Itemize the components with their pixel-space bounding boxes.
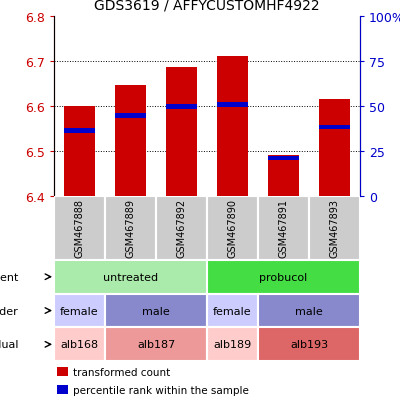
Text: GSM467892: GSM467892: [176, 199, 186, 258]
Bar: [268, 156, 299, 161]
Bar: [319, 100, 350, 196]
Bar: [105, 328, 207, 361]
Bar: [319, 126, 350, 130]
Bar: [166, 68, 197, 196]
Bar: [217, 57, 248, 196]
Bar: [54, 196, 105, 260]
Text: percentile rank within the sample: percentile rank within the sample: [73, 385, 249, 395]
Bar: [207, 196, 258, 260]
Bar: [258, 328, 360, 361]
Text: untreated: untreated: [103, 272, 158, 282]
Text: agent: agent: [0, 272, 18, 282]
Bar: [64, 107, 95, 196]
Text: GSM467889: GSM467889: [126, 199, 136, 258]
Bar: [268, 156, 299, 196]
Text: female: female: [60, 306, 99, 316]
Text: individual: individual: [0, 339, 18, 349]
Bar: [207, 260, 360, 294]
Bar: [115, 86, 146, 196]
Bar: [54, 328, 105, 361]
Bar: [258, 196, 309, 260]
Bar: [207, 328, 258, 361]
Text: probucol: probucol: [259, 272, 308, 282]
Text: GSM467893: GSM467893: [330, 199, 340, 258]
Bar: [54, 260, 207, 294]
Text: female: female: [213, 306, 252, 316]
Bar: [64, 129, 95, 133]
Text: GSM467890: GSM467890: [228, 199, 238, 258]
Bar: [258, 294, 360, 328]
Bar: [56, 385, 68, 394]
Bar: [309, 196, 360, 260]
Text: male: male: [295, 306, 323, 316]
Text: alb168: alb168: [60, 339, 98, 349]
Bar: [54, 294, 105, 328]
Text: GSM467891: GSM467891: [278, 199, 288, 258]
Bar: [56, 368, 68, 376]
Text: male: male: [142, 306, 170, 316]
Text: alb187: alb187: [137, 339, 175, 349]
Bar: [207, 294, 258, 328]
Text: transformed count: transformed count: [73, 367, 170, 377]
Bar: [115, 114, 146, 119]
Bar: [166, 105, 197, 109]
Bar: [105, 196, 156, 260]
Text: alb189: alb189: [213, 339, 252, 349]
Title: GDS3619 / AFFYCUSTOMHF4922: GDS3619 / AFFYCUSTOMHF4922: [94, 0, 320, 12]
Bar: [156, 196, 207, 260]
Text: gender: gender: [0, 306, 18, 316]
Bar: [105, 294, 207, 328]
Bar: [217, 103, 248, 108]
Text: GSM467888: GSM467888: [74, 199, 84, 258]
Text: alb193: alb193: [290, 339, 328, 349]
